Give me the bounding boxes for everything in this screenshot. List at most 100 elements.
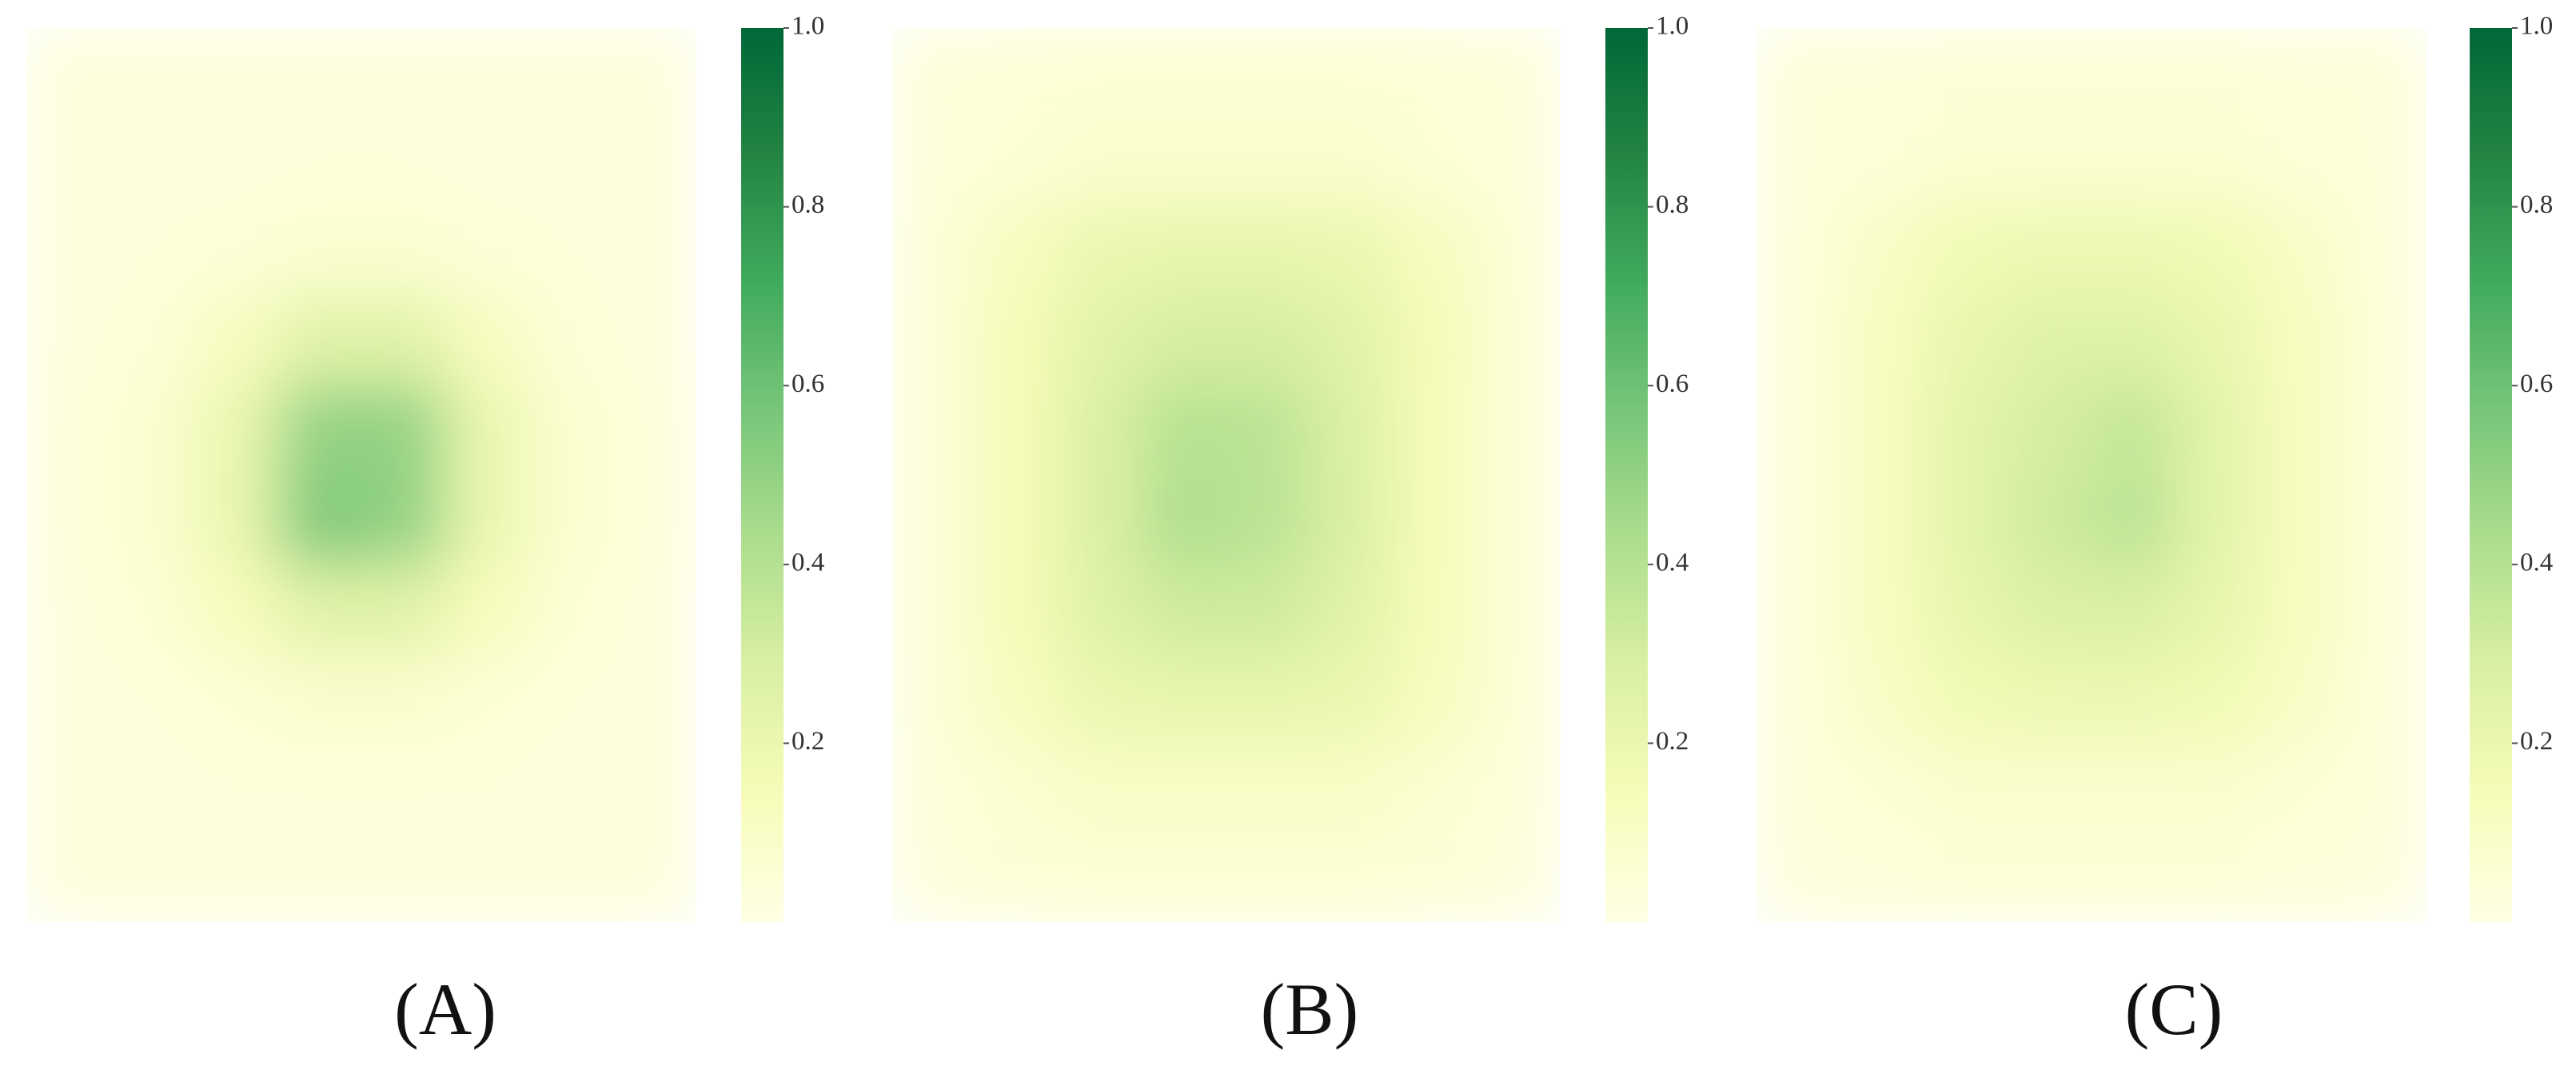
heat-cell bbox=[277, 743, 362, 833]
heat-cell bbox=[2343, 653, 2426, 744]
heat-cell bbox=[1924, 206, 2008, 297]
heat-cell bbox=[2259, 206, 2343, 297]
heat-cell bbox=[528, 296, 613, 386]
heat-cell bbox=[361, 28, 446, 118]
heatmap-cells bbox=[26, 28, 696, 922]
heat-cell bbox=[2175, 385, 2259, 476]
heat-cell bbox=[528, 743, 613, 833]
heat-cell bbox=[975, 564, 1060, 655]
heat-cell bbox=[2092, 743, 2176, 833]
heat-cell bbox=[1757, 385, 1841, 476]
heat-cell bbox=[26, 117, 111, 208]
heat-cell bbox=[2092, 117, 2176, 208]
heat-cell bbox=[2008, 28, 2092, 118]
heat-cell bbox=[892, 832, 976, 922]
heat-cell bbox=[2343, 28, 2426, 118]
heat-cell bbox=[1142, 475, 1227, 565]
heatmap bbox=[26, 28, 696, 922]
heat-cell bbox=[2175, 653, 2259, 744]
colorbar-tick-label: 0.8 bbox=[792, 190, 824, 219]
heat-cell bbox=[1226, 385, 1310, 476]
heat-cell bbox=[612, 28, 696, 118]
heat-cell bbox=[1477, 832, 1561, 922]
heat-cell bbox=[2092, 475, 2176, 565]
heat-cell bbox=[892, 653, 976, 744]
heat-cell bbox=[2008, 743, 2092, 833]
heat-cell bbox=[445, 832, 529, 922]
heat-cell bbox=[892, 564, 976, 655]
heat-cell bbox=[1142, 743, 1227, 833]
colorbar bbox=[2470, 28, 2512, 922]
heatmap bbox=[1757, 28, 2426, 922]
heat-cell bbox=[1757, 206, 1841, 297]
heat-cell bbox=[361, 653, 446, 744]
heat-cell bbox=[445, 564, 529, 655]
colorbar-tick-label: 0.2 bbox=[792, 727, 824, 756]
heat-cell bbox=[2008, 296, 2092, 386]
heat-cell bbox=[528, 564, 613, 655]
heat-cell bbox=[612, 296, 696, 386]
heat-cell bbox=[1394, 743, 1477, 833]
colorbar-tick-label: 1.0 bbox=[792, 12, 824, 41]
heat-cell bbox=[528, 28, 613, 118]
heat-cell bbox=[1394, 385, 1477, 476]
heat-cell bbox=[1226, 743, 1310, 833]
colorbar-tick-label: 1.0 bbox=[2520, 12, 2553, 41]
heat-cell bbox=[1924, 832, 2008, 922]
heat-cell bbox=[1059, 206, 1143, 297]
heat-cell bbox=[1757, 28, 1841, 118]
heat-cell bbox=[26, 28, 111, 118]
heat-cell bbox=[975, 475, 1060, 565]
heat-cell bbox=[2092, 564, 2176, 655]
heat-cell bbox=[1310, 564, 1394, 655]
heat-cell bbox=[892, 475, 976, 565]
heat-cell bbox=[2092, 832, 2176, 922]
colorbar-tick-label: 0.2 bbox=[2520, 727, 2553, 756]
heat-cell bbox=[2343, 206, 2426, 297]
heat-cell bbox=[2259, 832, 2343, 922]
heat-cell bbox=[277, 653, 362, 744]
colorbar-tick-label: 0.8 bbox=[2520, 190, 2553, 219]
heat-cell bbox=[892, 385, 976, 476]
colorbar-tick-label: 0.4 bbox=[2520, 548, 2553, 577]
heat-cell bbox=[361, 832, 446, 922]
heat-cell bbox=[975, 385, 1060, 476]
heatmap-cells bbox=[1757, 28, 2426, 922]
heat-cell bbox=[1226, 475, 1310, 565]
heat-cell bbox=[975, 743, 1060, 833]
heat-cell bbox=[1394, 832, 1477, 922]
heat-cell bbox=[1840, 743, 1924, 833]
heat-cell bbox=[975, 653, 1060, 744]
heat-cell bbox=[1840, 296, 1924, 386]
heat-cell bbox=[612, 475, 696, 565]
heat-cell bbox=[1059, 653, 1143, 744]
heat-cell bbox=[1757, 832, 1841, 922]
heat-cell bbox=[612, 743, 696, 833]
heat-cell bbox=[361, 296, 446, 386]
heat-cell bbox=[1059, 475, 1143, 565]
heat-cell bbox=[1059, 564, 1143, 655]
heat-cell bbox=[1840, 385, 1924, 476]
colorbar bbox=[1605, 28, 1648, 922]
heat-cell bbox=[892, 117, 976, 208]
heat-cell bbox=[2175, 28, 2259, 118]
heat-cell bbox=[193, 296, 278, 386]
heat-cell bbox=[612, 206, 696, 297]
heat-cell bbox=[2175, 475, 2259, 565]
heat-cell bbox=[26, 385, 111, 476]
heat-cell bbox=[193, 564, 278, 655]
heat-cell bbox=[2008, 385, 2092, 476]
heat-cell bbox=[1477, 28, 1561, 118]
heat-cell bbox=[1394, 653, 1477, 744]
heat-cell bbox=[612, 385, 696, 476]
heat-cell bbox=[1924, 475, 2008, 565]
heat-cell bbox=[1477, 117, 1561, 208]
heat-cell bbox=[1757, 475, 1841, 565]
heat-cell bbox=[445, 206, 529, 297]
heat-cell bbox=[1477, 743, 1561, 833]
heat-cell bbox=[2008, 206, 2092, 297]
heat-cell bbox=[277, 117, 362, 208]
heat-cell bbox=[1310, 206, 1394, 297]
heat-cell bbox=[2175, 832, 2259, 922]
